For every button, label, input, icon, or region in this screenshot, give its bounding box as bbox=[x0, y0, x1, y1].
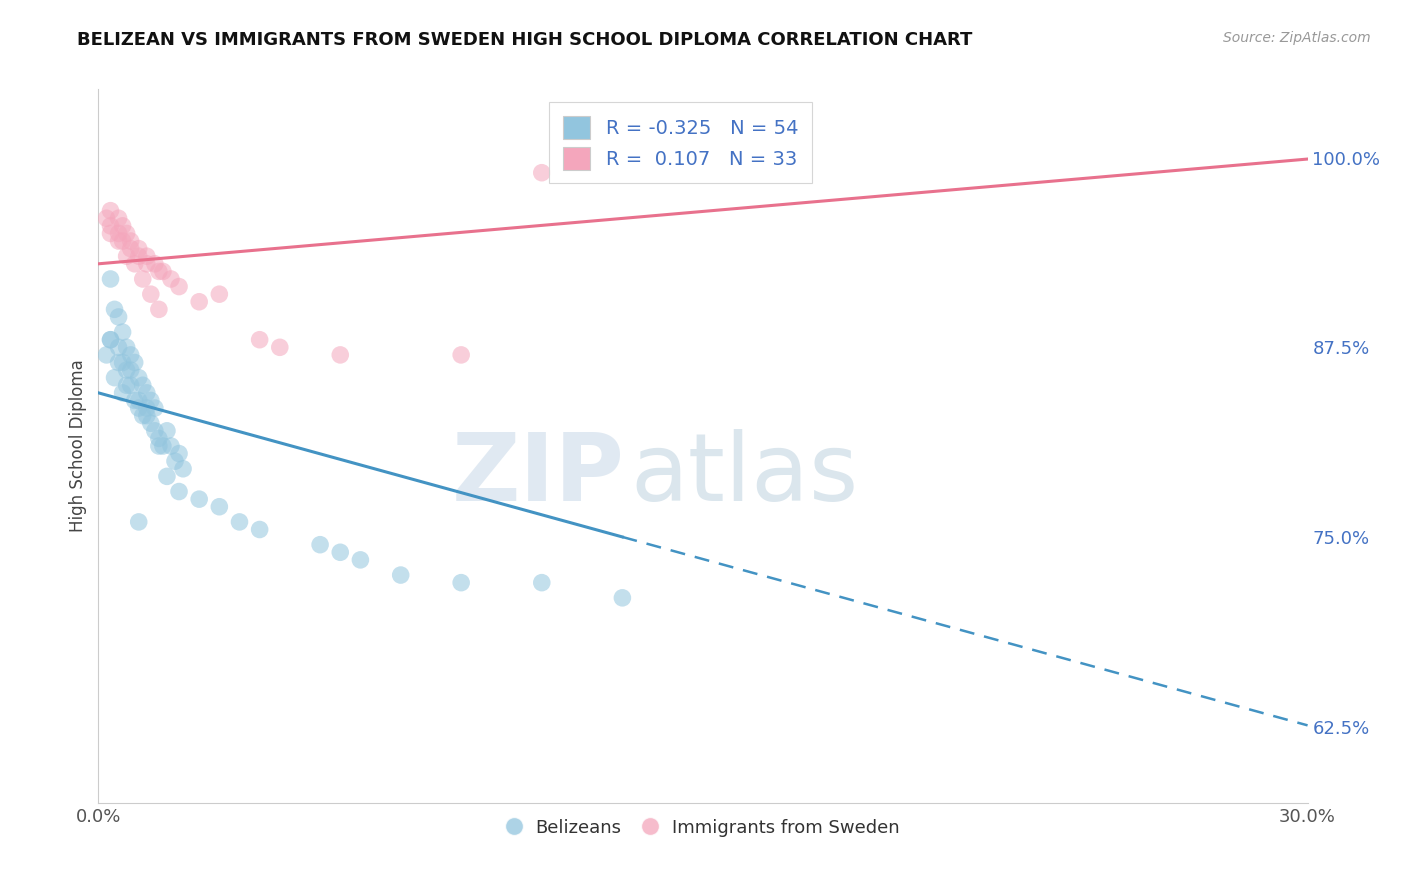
Point bbox=[132, 409, 155, 423]
Point bbox=[148, 302, 170, 317]
Point bbox=[143, 424, 166, 438]
Text: atlas: atlas bbox=[630, 428, 859, 521]
Text: Source: ZipAtlas.com: Source: ZipAtlas.com bbox=[1223, 31, 1371, 45]
Point bbox=[135, 249, 157, 263]
Point bbox=[107, 227, 129, 241]
Point bbox=[139, 287, 162, 301]
Point bbox=[120, 363, 142, 377]
Text: ZIP: ZIP bbox=[451, 428, 624, 521]
Point bbox=[135, 257, 157, 271]
Point bbox=[163, 454, 186, 468]
Point bbox=[111, 385, 134, 400]
Point bbox=[128, 242, 150, 256]
Point bbox=[148, 439, 170, 453]
Point bbox=[128, 515, 150, 529]
Point bbox=[120, 378, 142, 392]
Point bbox=[139, 393, 162, 408]
Point bbox=[96, 348, 118, 362]
Point bbox=[135, 409, 157, 423]
Point bbox=[120, 242, 142, 256]
Point bbox=[100, 333, 122, 347]
Point bbox=[115, 340, 138, 354]
Point bbox=[128, 401, 150, 415]
Point bbox=[107, 234, 129, 248]
Point bbox=[309, 538, 332, 552]
Point bbox=[135, 385, 157, 400]
Point bbox=[208, 500, 231, 514]
Point bbox=[148, 264, 170, 278]
Point bbox=[389, 568, 412, 582]
Point bbox=[111, 325, 134, 339]
Point bbox=[329, 348, 352, 362]
Point bbox=[349, 553, 371, 567]
Point bbox=[100, 203, 122, 218]
Point bbox=[111, 234, 134, 248]
Point bbox=[100, 333, 122, 347]
Point bbox=[530, 575, 553, 590]
Point bbox=[188, 492, 211, 507]
Point bbox=[124, 393, 146, 408]
Point bbox=[172, 462, 194, 476]
Point bbox=[450, 348, 472, 362]
Point bbox=[156, 424, 179, 438]
Point bbox=[249, 523, 271, 537]
Point bbox=[450, 575, 472, 590]
Point bbox=[269, 340, 291, 354]
Point bbox=[115, 249, 138, 263]
Point bbox=[135, 401, 157, 415]
Point bbox=[96, 211, 118, 226]
Point bbox=[103, 370, 125, 384]
Point bbox=[128, 393, 150, 408]
Point bbox=[143, 401, 166, 415]
Point bbox=[107, 340, 129, 354]
Y-axis label: High School Diploma: High School Diploma bbox=[69, 359, 87, 533]
Point bbox=[160, 439, 183, 453]
Point bbox=[329, 545, 352, 559]
Point bbox=[139, 416, 162, 430]
Point bbox=[107, 355, 129, 369]
Point bbox=[115, 363, 138, 377]
Point bbox=[100, 227, 122, 241]
Text: BELIZEAN VS IMMIGRANTS FROM SWEDEN HIGH SCHOOL DIPLOMA CORRELATION CHART: BELIZEAN VS IMMIGRANTS FROM SWEDEN HIGH … bbox=[77, 31, 973, 49]
Point bbox=[120, 348, 142, 362]
Point bbox=[167, 447, 190, 461]
Point bbox=[100, 219, 122, 233]
Point bbox=[124, 355, 146, 369]
Point bbox=[160, 272, 183, 286]
Point bbox=[152, 264, 174, 278]
Point bbox=[128, 249, 150, 263]
Point bbox=[612, 591, 634, 605]
Point bbox=[188, 294, 211, 309]
Point bbox=[111, 219, 134, 233]
Point bbox=[107, 211, 129, 226]
Point bbox=[143, 257, 166, 271]
Point bbox=[530, 166, 553, 180]
Point bbox=[148, 431, 170, 445]
Point bbox=[228, 515, 250, 529]
Point bbox=[103, 302, 125, 317]
Point bbox=[208, 287, 231, 301]
Point bbox=[249, 333, 271, 347]
Point bbox=[152, 439, 174, 453]
Point bbox=[111, 355, 134, 369]
Point bbox=[115, 378, 138, 392]
Point bbox=[115, 227, 138, 241]
Point bbox=[128, 370, 150, 384]
Legend: Belizeans, Immigrants from Sweden: Belizeans, Immigrants from Sweden bbox=[499, 812, 907, 844]
Point bbox=[167, 484, 190, 499]
Point bbox=[156, 469, 179, 483]
Point bbox=[100, 272, 122, 286]
Point bbox=[132, 272, 155, 286]
Point bbox=[120, 234, 142, 248]
Point bbox=[124, 257, 146, 271]
Point bbox=[107, 310, 129, 324]
Point bbox=[167, 279, 190, 293]
Point bbox=[132, 378, 155, 392]
